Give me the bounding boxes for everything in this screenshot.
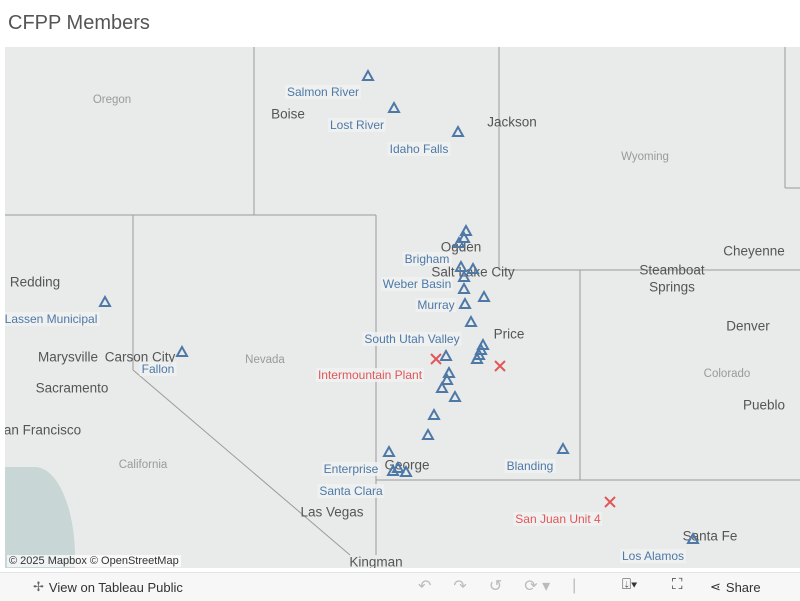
divider: |: [572, 577, 577, 594]
member-marker: [458, 296, 472, 309]
place-label: San Francisco: [5, 422, 82, 438]
tableau-logo-icon: ✢: [33, 579, 44, 594]
place-label: Denver: [726, 318, 770, 334]
member-marker: [470, 351, 484, 364]
member-marker: [175, 344, 189, 357]
member-marker: [440, 372, 454, 385]
revert-icon[interactable]: ↺: [488, 578, 503, 595]
place-label: California: [118, 459, 168, 471]
state-border: [132, 369, 351, 556]
refresh-icon[interactable]: ⟳ ▾: [524, 578, 551, 595]
place-label: Nevada: [245, 354, 285, 366]
place-label: Price: [493, 326, 525, 342]
place-label: Boise: [271, 106, 305, 122]
member-marker: [454, 259, 468, 272]
member-marker: [421, 427, 435, 440]
map-attribution[interactable]: © 2025 Mapbox © OpenStreetMap: [7, 555, 181, 567]
toolbar: ✢ View on Tableau Public ↶ ↷ ↺ ⟳ ▾ | ⍗▾ ⛶ …: [0, 572, 800, 601]
state-borders: [5, 47, 800, 556]
view-label: View on Tableau Public: [48, 579, 183, 595]
download-icon: ⍗▾: [622, 576, 638, 593]
place-label: Steamboat: [639, 262, 705, 278]
member-marker: [477, 289, 491, 302]
place-label: Oregon: [92, 94, 132, 106]
member-label[interactable]: Blanding: [504, 459, 556, 473]
member-marker: [387, 100, 401, 113]
member-marker: [457, 269, 471, 282]
place-label: Springs: [649, 279, 695, 295]
place-label: Cheyenne: [723, 243, 785, 259]
place-label: Pueblo: [742, 397, 786, 413]
member-label[interactable]: Brigham: [402, 252, 452, 266]
member-marker: [457, 281, 471, 294]
markers-layer: [98, 68, 700, 544]
plant-marker: [494, 360, 506, 372]
member-marker: [427, 407, 441, 420]
plant-label[interactable]: Intermountain Plant: [315, 368, 425, 382]
member-marker: [399, 464, 413, 477]
share-button[interactable]: ⋖ Share: [710, 579, 761, 595]
fullscreen-button[interactable]: ⛶: [672, 576, 683, 593]
member-label[interactable]: Enterprise: [321, 462, 381, 476]
member-marker: [386, 463, 400, 476]
member-label[interactable]: Lost River: [327, 118, 387, 132]
plant-marker: [604, 496, 616, 508]
member-label[interactable]: Idaho Falls: [387, 142, 451, 156]
plant-marker: [430, 353, 442, 365]
member-marker: [439, 348, 453, 361]
member-marker: [391, 460, 405, 473]
member-marker: [361, 68, 375, 81]
download-button[interactable]: ⍗▾: [622, 576, 637, 593]
place-label: Colorado: [703, 368, 751, 380]
undo-icon[interactable]: ↶: [418, 578, 432, 595]
place-label: Sacramento: [35, 380, 109, 396]
place-label: Marysville: [37, 349, 99, 365]
place-label: Redding: [9, 274, 61, 290]
plant-label[interactable]: San Juan Unit 4: [513, 512, 603, 526]
member-marker: [686, 531, 700, 544]
member-marker: [382, 444, 396, 457]
fullscreen-icon: ⛶: [672, 576, 683, 593]
view-on-tableau-button[interactable]: ✢ View on Tableau Public: [33, 579, 183, 595]
map[interactable]: Oregon Boise Jackson Wyoming Ogden Salt Lake …: [5, 47, 800, 568]
place-label: Wyoming: [621, 151, 669, 163]
page-title: CFPP Members: [8, 12, 150, 34]
redo-icon[interactable]: ↷: [453, 578, 467, 595]
member-marker: [98, 294, 112, 307]
member-marker: [457, 230, 471, 243]
place-label: Jackson: [487, 114, 537, 130]
place-label: Carson City: [104, 349, 176, 365]
member-marker: [435, 380, 449, 393]
member-marker: [448, 389, 462, 402]
share-icon: ⋖: [710, 579, 721, 594]
member-label[interactable]: Lassen Municipal: [5, 312, 100, 326]
member-marker: [464, 314, 478, 327]
member-label[interactable]: Los Alamos: [619, 549, 687, 563]
member-marker: [556, 441, 570, 454]
member-label[interactable]: Fallon: [139, 362, 177, 376]
member-marker: [452, 235, 466, 248]
member-marker: [451, 124, 465, 137]
member-marker: [466, 261, 480, 274]
member-label[interactable]: Salmon River: [284, 85, 362, 99]
member-label[interactable]: Weber Basin: [380, 277, 454, 291]
member-label[interactable]: Santa Clara: [317, 484, 385, 498]
member-label[interactable]: Murray: [415, 298, 457, 312]
place-label: Las Vegas: [300, 504, 364, 520]
place-label: Kingman: [349, 554, 403, 569]
share-label: Share: [725, 579, 761, 595]
member-label[interactable]: South Utah Valley: [362, 332, 462, 346]
